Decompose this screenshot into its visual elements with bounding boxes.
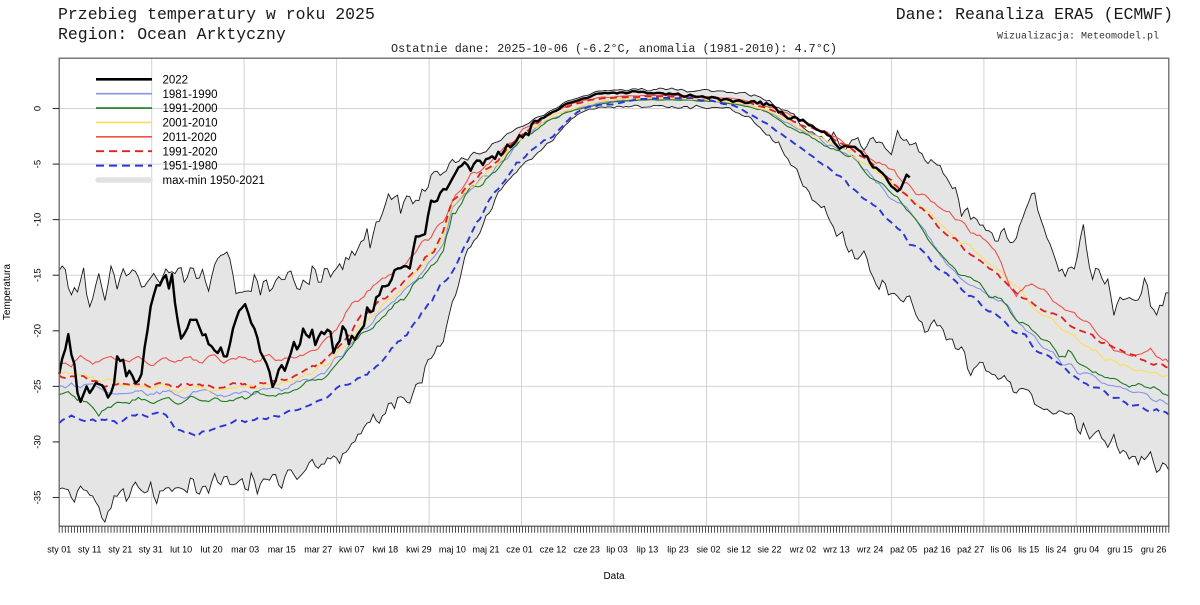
svg-text:wrz 02: wrz 02 (789, 545, 817, 555)
svg-text:sie 12: sie 12 (727, 545, 751, 555)
svg-text:1991-2020: 1991-2020 (163, 146, 218, 158)
svg-text:kwi 29: kwi 29 (406, 545, 432, 555)
svg-text:-25: -25 (33, 380, 44, 394)
svg-text:gru 04: gru 04 (1074, 545, 1100, 555)
svg-text:kwi 07: kwi 07 (339, 545, 365, 555)
svg-text:-30: -30 (33, 435, 44, 449)
svg-text:lis 24: lis 24 (1045, 545, 1066, 555)
svg-text:-35: -35 (33, 491, 44, 505)
svg-text:max-min 1950-2021: max-min 1950-2021 (163, 175, 265, 187)
svg-text:wrz 24: wrz 24 (856, 545, 884, 555)
svg-text:mar 27: mar 27 (304, 545, 332, 555)
svg-text:maj 10: maj 10 (439, 545, 466, 555)
svg-text:cze 23: cze 23 (573, 545, 600, 555)
svg-text:2022: 2022 (163, 74, 189, 86)
svg-text:1951-1980: 1951-1980 (163, 161, 218, 173)
svg-text:paź 16: paź 16 (924, 545, 951, 555)
svg-text:lis 06: lis 06 (991, 545, 1012, 555)
svg-text:Przebieg temperatury w roku 20: Przebieg temperatury w roku 2025 (58, 5, 375, 24)
svg-text:2011-2020: 2011-2020 (163, 132, 217, 144)
svg-text:-15: -15 (33, 268, 44, 282)
svg-text:-5: -5 (33, 160, 44, 168)
svg-text:paź 05: paź 05 (890, 545, 917, 555)
svg-text:sie 22: sie 22 (757, 545, 781, 555)
svg-text:sty 31: sty 31 (139, 545, 163, 555)
svg-text:sty 21: sty 21 (108, 545, 132, 555)
svg-text:lut 20: lut 20 (201, 545, 223, 555)
svg-text:Ostatnie dane: 2025-10-06 (-6.: Ostatnie dane: 2025-10-06 (-6.2°C, anoma… (391, 42, 837, 56)
svg-text:Temperatura: Temperatura (2, 263, 13, 320)
svg-text:Wizualizacja: Meteomodel.pl: Wizualizacja: Meteomodel.pl (997, 31, 1159, 43)
svg-text:wrz 13: wrz 13 (822, 545, 850, 555)
svg-text:lip 23: lip 23 (667, 545, 689, 555)
svg-text:-20: -20 (33, 324, 44, 338)
svg-text:lip 03: lip 03 (606, 545, 628, 555)
svg-text:-10: -10 (33, 213, 44, 227)
svg-text:cze 01: cze 01 (506, 545, 533, 555)
svg-text:1981-1990: 1981-1990 (163, 89, 218, 101)
svg-text:gru 26: gru 26 (1141, 545, 1167, 555)
svg-text:Data: Data (603, 571, 625, 582)
svg-text:gru 15: gru 15 (1107, 545, 1133, 555)
svg-text:Region: Ocean Arktyczny: Region: Ocean Arktyczny (58, 25, 286, 44)
svg-text:lip 13: lip 13 (637, 545, 659, 555)
svg-text:lut 10: lut 10 (170, 545, 192, 555)
svg-text:Dane: Reanaliza ERA5 (ECMWF): Dane: Reanaliza ERA5 (ECMWF) (896, 5, 1173, 24)
svg-text:2001-2010: 2001-2010 (163, 118, 218, 130)
svg-text:cze 12: cze 12 (540, 545, 567, 555)
svg-text:mar 15: mar 15 (268, 545, 296, 555)
svg-text:mar 03: mar 03 (231, 545, 259, 555)
svg-text:sie 02: sie 02 (696, 545, 720, 555)
svg-text:sty 11: sty 11 (78, 545, 101, 555)
svg-text:1991-2000: 1991-2000 (163, 103, 218, 115)
svg-text:sty 01: sty 01 (47, 545, 71, 555)
svg-text:kwi 18: kwi 18 (373, 545, 399, 555)
svg-text:0: 0 (33, 106, 44, 111)
svg-text:maj 21: maj 21 (472, 545, 499, 555)
svg-text:paź 27: paź 27 (957, 545, 984, 555)
svg-text:lis 15: lis 15 (1018, 545, 1039, 555)
